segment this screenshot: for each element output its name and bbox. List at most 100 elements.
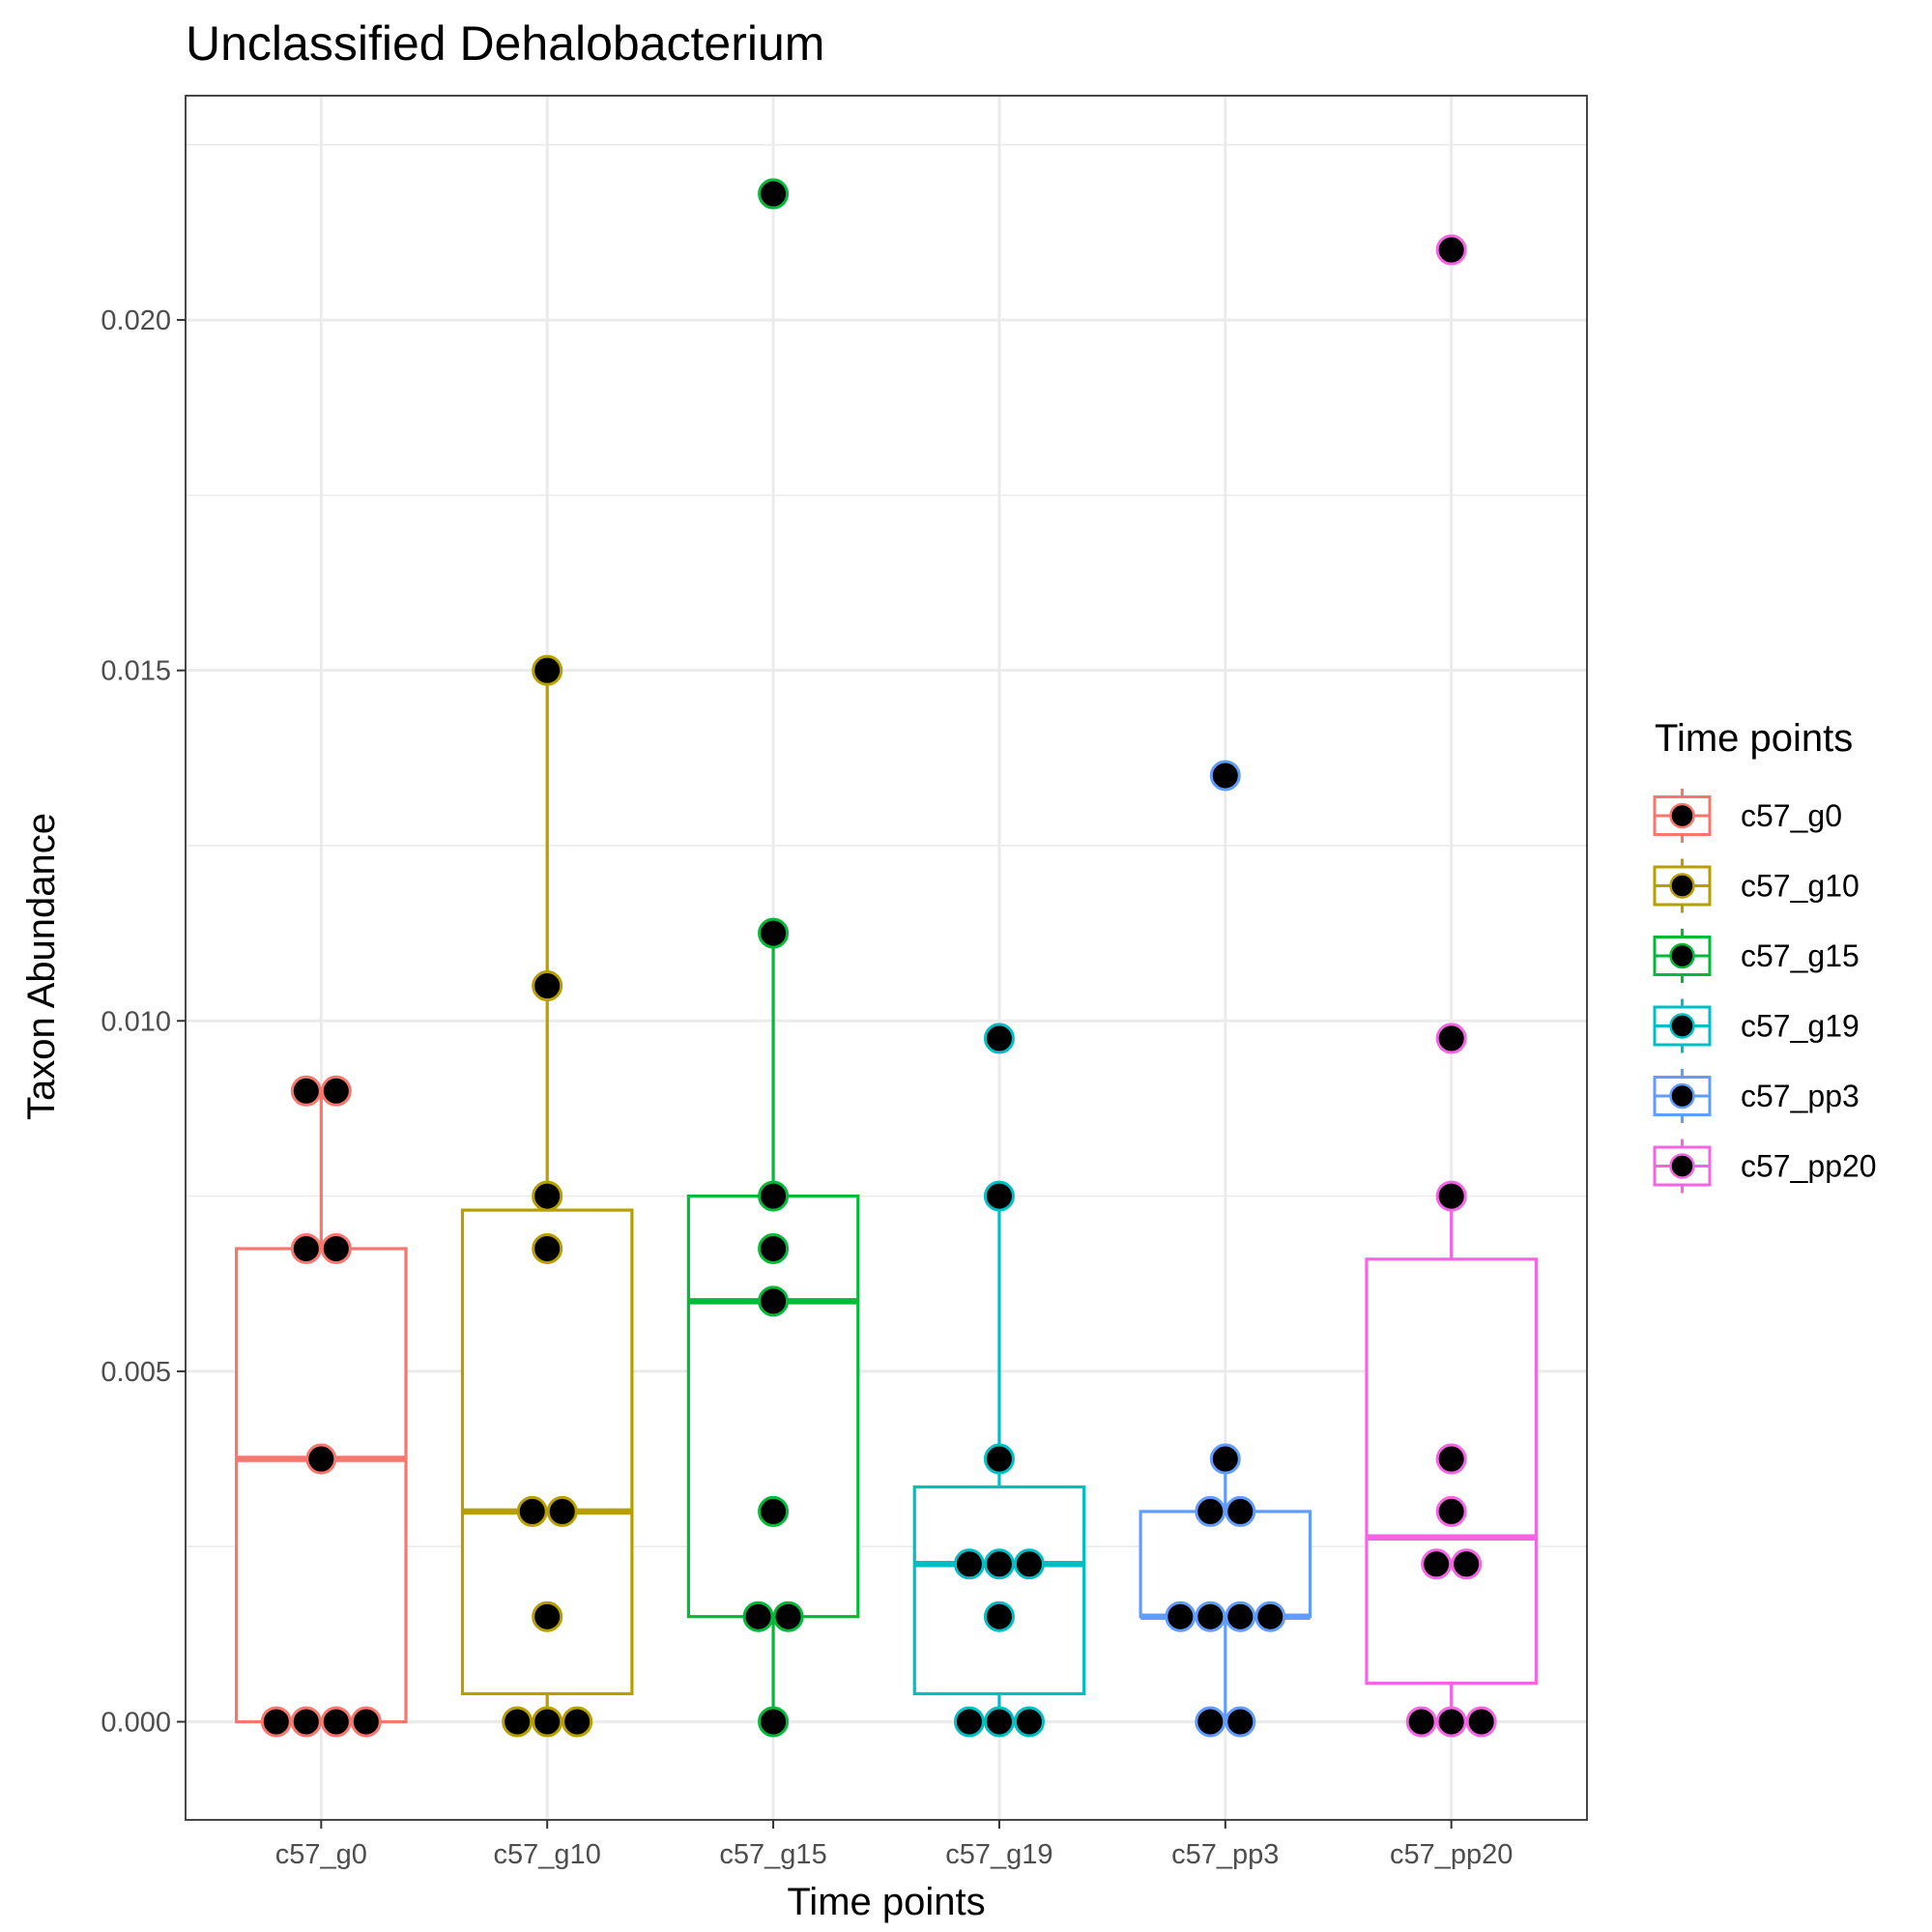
data-point (1435, 234, 1467, 266)
legend-label: c57_g0 (1741, 798, 1842, 833)
data-point (260, 1706, 292, 1738)
data-point (350, 1706, 382, 1738)
box (912, 1485, 1086, 1696)
data-point (532, 1706, 563, 1738)
data-point (546, 1495, 578, 1527)
data-point (532, 1232, 563, 1264)
x-tick-label: c57_g0 (275, 1839, 367, 1870)
boxplot-c57_pp3 (1139, 1458, 1312, 1722)
y-tick-label: 0.005 (101, 1357, 171, 1388)
data-point (983, 1600, 1015, 1632)
legend: Time points c57_g0 c57_g10 c57_g15 c57_g19c… (1653, 717, 1877, 1194)
legend-label: c57_pp3 (1741, 1079, 1860, 1113)
legend-label: c57_g10 (1741, 869, 1860, 904)
data-point (758, 1180, 790, 1212)
data-point (1165, 1600, 1197, 1632)
data-point (1225, 1495, 1256, 1527)
data-point (1225, 1706, 1256, 1738)
data-point (1451, 1548, 1483, 1580)
box (235, 1247, 408, 1724)
boxplot-c57_g15 (686, 933, 860, 1722)
data-point (953, 1706, 985, 1738)
data-point (320, 1232, 352, 1264)
data-point (1254, 1600, 1286, 1632)
data-point (562, 1706, 593, 1738)
legend-item-c57_g15: c57_g15 (1653, 929, 1860, 983)
legend-item-c57_g10: c57_g10 (1653, 858, 1860, 913)
box (1139, 1510, 1312, 1619)
legend-key-point (1669, 802, 1695, 829)
data-point (1435, 1180, 1467, 1212)
x-tick-label: c57_pp3 (1171, 1839, 1279, 1870)
points-c57_pp3 (1165, 760, 1286, 1738)
y-tick-label: 0.015 (101, 656, 171, 687)
legend-label: c57_g15 (1741, 938, 1860, 973)
data-point (532, 1600, 563, 1632)
data-point (1195, 1600, 1226, 1632)
y-axis-title: Taxon Abundance (20, 813, 63, 1120)
data-point (1465, 1706, 1497, 1738)
points-c57_g0 (260, 1075, 382, 1738)
data-point (1405, 1706, 1437, 1738)
data-point (1013, 1706, 1045, 1738)
data-point (983, 1706, 1015, 1738)
data-point (742, 1600, 774, 1632)
legend-title: Time points (1655, 717, 1853, 760)
legend-item-c57_pp3: c57_pp3 (1653, 1069, 1860, 1123)
legend-key-point (1669, 1013, 1695, 1039)
points-c57_g10 (502, 654, 593, 1738)
data-point (758, 178, 790, 210)
data-point (953, 1548, 985, 1580)
y-tick-label: 0.010 (101, 1006, 171, 1037)
legend-key-point (1669, 1082, 1695, 1110)
data-point (290, 1232, 322, 1264)
data-point (1195, 1706, 1226, 1738)
data-point (290, 1706, 322, 1738)
legend-key-point (1669, 1153, 1695, 1179)
legend-item-c57_g19: c57_g19 (1653, 998, 1860, 1053)
legend-key-point (1669, 942, 1695, 969)
data-point (983, 1023, 1015, 1054)
x-axis: c57_g0 c57_g10 c57_g15 c57_g19 c57_pp3 c57_pp… (275, 1820, 1513, 1870)
data-point (1195, 1495, 1226, 1527)
x-tick-label: c57_g15 (719, 1839, 826, 1870)
data-point (983, 1180, 1015, 1212)
chart-title: Unclassified Dehalobacterium (186, 16, 824, 71)
y-tick-label: 0.020 (101, 305, 171, 336)
boxplot-c57_g0 (235, 1090, 408, 1724)
x-tick-label: c57_g19 (945, 1839, 1053, 1870)
data-point (1209, 760, 1241, 792)
data-point (1225, 1600, 1256, 1632)
legend-label: c57_pp20 (1741, 1149, 1877, 1184)
data-point (516, 1495, 548, 1527)
data-point (758, 917, 790, 949)
data-point (1435, 1495, 1467, 1527)
data-point (758, 1495, 790, 1527)
plot-panel (185, 95, 1588, 1821)
x-tick-label: c57_g10 (494, 1839, 601, 1870)
data-points (260, 178, 1497, 1738)
data-point (290, 1075, 322, 1107)
data-point (305, 1443, 337, 1475)
data-point (320, 1075, 352, 1107)
data-point (758, 1285, 790, 1317)
data-point (1435, 1443, 1467, 1475)
data-point (1435, 1706, 1467, 1738)
data-point (758, 1706, 790, 1738)
points-c57_pp20 (1405, 234, 1497, 1738)
data-point (532, 654, 563, 686)
data-point (502, 1706, 533, 1738)
box (686, 1194, 860, 1619)
data-point (320, 1706, 352, 1738)
data-point (532, 1180, 563, 1212)
points-c57_g19 (953, 1023, 1045, 1738)
legend-item-c57_g0: c57_g0 (1653, 789, 1842, 843)
data-point (772, 1600, 804, 1632)
data-point (532, 970, 563, 1002)
y-tick-label: 0.000 (101, 1707, 171, 1738)
data-point (1013, 1548, 1045, 1580)
legend-key-point (1669, 873, 1695, 899)
data-point (983, 1548, 1015, 1580)
data-point (1421, 1548, 1453, 1580)
